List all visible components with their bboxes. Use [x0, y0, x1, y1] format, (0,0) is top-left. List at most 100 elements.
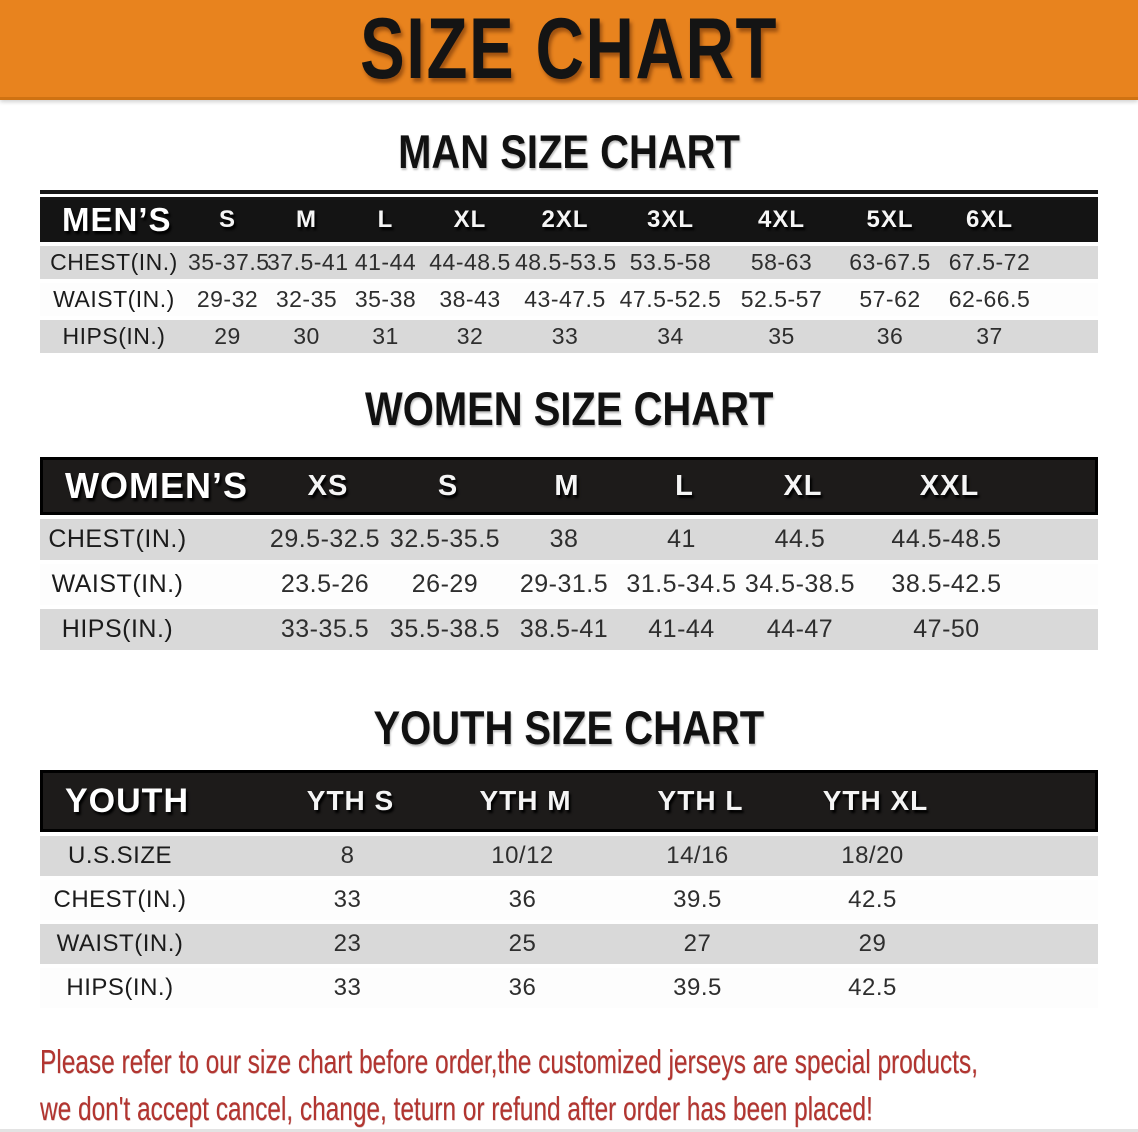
cell: 38	[549, 525, 579, 553]
cell: 63-67.5	[849, 249, 931, 275]
row-label: U.S.SIZE	[67, 842, 173, 869]
cell: 38.5-41	[519, 615, 609, 643]
youth-chest-row: CHEST(IN.) 33 36 39.5 42.5	[40, 880, 1098, 920]
cell: 31.5-34.5	[626, 570, 737, 598]
men-size-header: 2XL	[541, 205, 589, 233]
women-size-header: L	[675, 469, 694, 502]
cell: 39.5	[673, 974, 722, 1001]
cell: 18/20	[841, 842, 904, 869]
youth-hips-row: HIPS(IN.) 33 36 39.5 42.5	[40, 968, 1098, 1008]
bottom-divider	[0, 1129, 1138, 1132]
cell: 37	[976, 323, 1003, 349]
men-table-header-row: MEN’S S M L XL 2XL 3XL 4XL 5XL 6XL	[40, 197, 1098, 242]
cell: 33	[333, 974, 362, 1001]
row-label: HIPS(IN.)	[61, 615, 174, 643]
cell: 32	[456, 323, 484, 349]
cell: 36	[508, 974, 537, 1001]
cell: 41	[667, 525, 696, 553]
footnote: Please refer to our size chart before or…	[40, 1038, 1138, 1132]
row-label: CHEST(IN.)	[53, 886, 187, 913]
cell: 53.5-58	[629, 249, 712, 275]
row-label: WAIST(IN.)	[53, 286, 175, 312]
cell: 8	[340, 842, 355, 869]
cell: 57-62	[859, 286, 921, 312]
women-size-header: XXL	[919, 469, 980, 502]
cell: 58-63	[750, 249, 813, 275]
row-label: WAIST(IN.)	[56, 930, 184, 957]
cell: 29-31.5	[519, 570, 609, 598]
women-size-header: M	[554, 469, 580, 502]
youth-size-header: YTH XL	[822, 785, 929, 816]
cell: 29	[858, 930, 887, 957]
women-section-title: WOMEN SIZE CHART	[364, 382, 774, 435]
footnote-line-2: we don't accept cancel, change, teturn o…	[40, 1090, 873, 1127]
women-hips-row: HIPS(IN.) 33-35.5 35.5-38.5 38.5-41 41-4…	[40, 609, 1098, 650]
youth-corner-label: YOUTH	[65, 781, 189, 820]
cell: 25	[508, 930, 537, 957]
men-hips-row: HIPS(IN.) 29 30 31 32 33 34 35 36 37	[40, 320, 1098, 353]
cell: 44.5	[774, 525, 826, 553]
youth-size-header: YTH L	[657, 785, 744, 816]
cell: 10/12	[491, 842, 554, 869]
men-size-header: 3XL	[646, 205, 694, 233]
youth-ussize-row: U.S.SIZE 8 10/12 14/16 18/20	[40, 836, 1098, 876]
cell: 36	[508, 886, 537, 913]
men-waist-row: WAIST(IN.) 29-32 32-35 35-38 38-43 43-47…	[40, 283, 1098, 316]
men-size-header: S	[218, 205, 236, 233]
cell: 30	[293, 323, 320, 349]
cell: 23	[333, 930, 362, 957]
cell: 47.5-52.5	[619, 286, 722, 312]
men-corner-label: MEN’S	[62, 200, 172, 238]
youth-waist-row: WAIST(IN.) 23 25 27 29	[40, 924, 1098, 964]
cell: 29.5-32.5	[269, 525, 381, 553]
women-size-header: XL	[783, 469, 823, 502]
men-size-table: MEN’S S M L XL 2XL 3XL 4XL 5XL 6XL CHEST…	[40, 190, 1098, 353]
cell: 33-35.5	[280, 615, 370, 643]
men-size-header: XL	[453, 205, 487, 233]
cell: 44-47	[766, 615, 834, 643]
cell: 32.5-35.5	[389, 525, 501, 553]
row-label: CHEST(IN.)	[48, 525, 187, 553]
cell: 35-38	[354, 286, 417, 312]
cell: 34	[657, 323, 684, 349]
youth-size-header: YTH M	[479, 785, 572, 816]
cell: 44-48.5	[429, 249, 511, 275]
men-size-header: 4XL	[757, 205, 805, 233]
cell: 29	[214, 323, 241, 349]
row-label: HIPS(IN.)	[66, 974, 174, 1001]
men-size-header: 5XL	[866, 205, 914, 233]
cell: 27	[683, 930, 712, 957]
row-label: HIPS(IN.)	[62, 323, 166, 349]
cell: 44.5-48.5	[891, 525, 1002, 553]
cell: 14/16	[666, 842, 729, 869]
cell: 31	[372, 323, 399, 349]
cell: 41-44	[354, 249, 417, 275]
cell: 23.5-26	[280, 570, 370, 598]
cell: 42.5	[848, 886, 897, 913]
men-size-header: L	[377, 205, 394, 233]
cell: 33	[551, 323, 579, 349]
row-label: CHEST(IN.)	[50, 249, 178, 275]
cell: 38.5-42.5	[891, 570, 1002, 598]
men-size-header: M	[296, 205, 317, 233]
cell: 38-43	[439, 286, 501, 312]
youth-size-header: YTH S	[306, 785, 395, 816]
men-chest-row: CHEST(IN.) 35-37.5 37.5-41 41-44 44-48.5…	[40, 246, 1098, 279]
row-label: WAIST(IN.)	[51, 570, 184, 598]
banner: SIZE CHART	[0, 0, 1138, 100]
cell: 43-47.5	[524, 286, 606, 312]
women-chest-row: CHEST(IN.) 29.5-32.5 32.5-35.5 38 41 44.…	[40, 519, 1098, 560]
women-corner-label: WOMEN’S	[65, 465, 248, 506]
cell: 35	[768, 323, 795, 349]
cell: 42.5	[848, 974, 897, 1001]
men-section-title: MAN SIZE CHART	[398, 125, 740, 178]
cell: 32-35	[275, 286, 338, 312]
youth-table-header-row: YOUTH YTH S YTH M YTH L YTH XL	[40, 770, 1098, 832]
footnote-line-1: Please refer to our size chart before or…	[40, 1043, 978, 1080]
women-size-header: XS	[307, 469, 349, 502]
youth-size-table: YOUTH YTH S YTH M YTH L YTH XL U.S.SIZE …	[40, 770, 1098, 1008]
cell: 26-29	[411, 570, 479, 598]
cell: 67.5-72	[948, 249, 1031, 275]
cell: 35-37.5	[188, 249, 270, 275]
